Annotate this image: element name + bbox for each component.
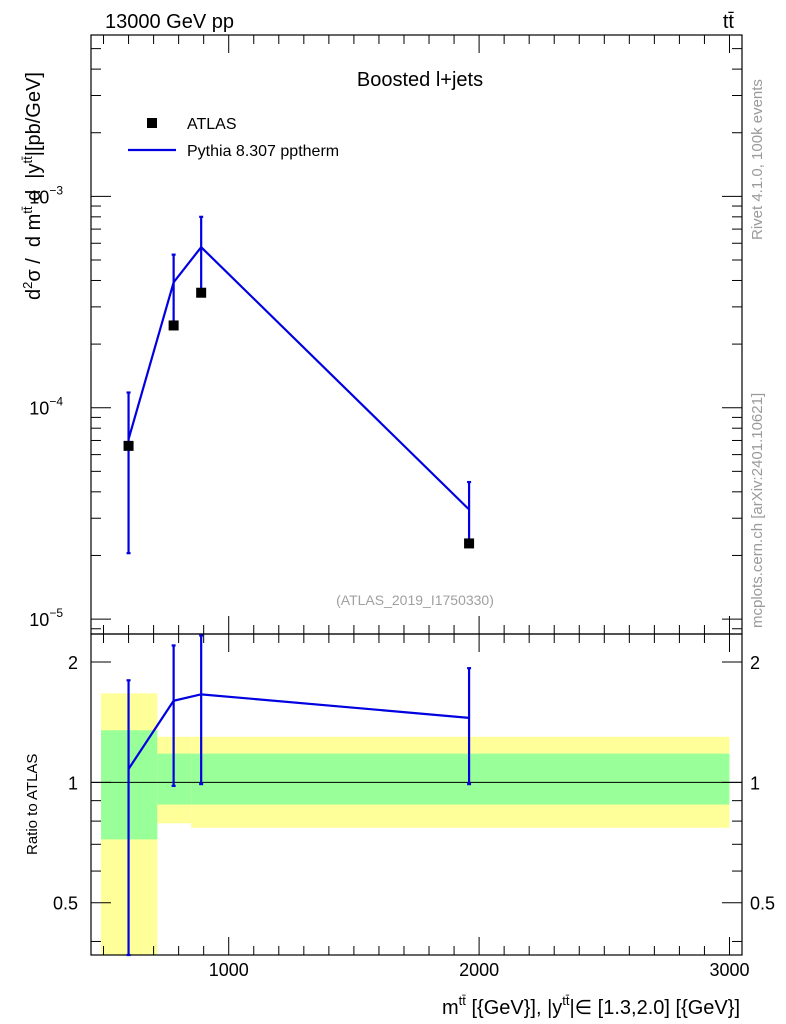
- x-axis-label: mtt̄ [{GeV}], |ytt̄|∈ [1.3,2.0] [{GeV}]: [442, 993, 740, 1019]
- main-y-tick-label: 10−5: [29, 606, 63, 630]
- atlas-data-point: [123, 440, 134, 451]
- ratio-y-axis-label: Ratio to ATLAS: [24, 754, 41, 855]
- ratio-plot-frame: [90, 633, 743, 956]
- main-y-tick-label: 10−3: [29, 183, 63, 207]
- x-tick-label: 2000: [459, 960, 499, 980]
- uncertainty-band-green: [191, 753, 730, 805]
- ratio-y-tick-label: 1: [68, 773, 78, 793]
- x-tick-label: 3000: [709, 960, 749, 980]
- legend-atlas-marker: [147, 118, 157, 128]
- ratio-axis-ticks: 0.5 0.5 1 1 2 2 1000 2000 3000: [53, 634, 775, 980]
- ratio-y-tick-label-right: 2: [750, 653, 760, 673]
- x-tick-label: 1000: [209, 960, 249, 980]
- legend-pythia-label: Pythia 8.307 pptherm: [187, 143, 339, 160]
- analysis-watermark: (ATLAS_2019_I1750330): [336, 592, 494, 608]
- main-y-tick-label: 10−4: [29, 395, 63, 419]
- main-axis-ticks: 10−5 10−4 10−3: [29, 35, 742, 634]
- ratio-y-tick-label: 0.5: [53, 894, 78, 914]
- main-y-axis-label: d2σ / d mtt̄ d |ytt̄|[pb/GeV]: [20, 72, 45, 300]
- ratio-y-tick-label-right: 0.5: [750, 894, 775, 914]
- ratio-prediction-line: [127, 693, 470, 770]
- ratio-y-tick-label: 2: [68, 653, 78, 673]
- plot-title: Boosted l+jets: [357, 69, 483, 91]
- source-label: mcplots.cern.ch [arXiv:2401.10621]: [749, 393, 766, 628]
- atlas-data-point: [196, 287, 207, 298]
- main-data-marks: [123, 215, 475, 555]
- legend-atlas-label: ATLAS: [187, 116, 237, 133]
- atlas-data-point: [168, 320, 179, 331]
- header-left: 13000 GeV pp: [105, 11, 234, 33]
- ratio-data-marks: [126, 634, 472, 957]
- ratio-y-tick-label-right: 1: [750, 773, 760, 793]
- rivet-version-label: Rivet 4.1.0, 100k events: [749, 79, 766, 240]
- atlas-data-point: [464, 538, 475, 549]
- ratio-bands: [101, 693, 730, 955]
- pythia-prediction-line: [127, 245, 470, 511]
- header-right: tt̄: [723, 11, 735, 33]
